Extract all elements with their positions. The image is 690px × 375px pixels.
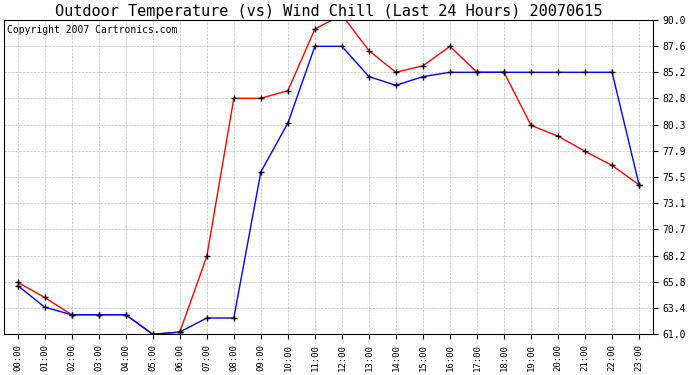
Text: Copyright 2007 Cartronics.com: Copyright 2007 Cartronics.com bbox=[8, 25, 178, 35]
Title: Outdoor Temperature (vs) Wind Chill (Last 24 Hours) 20070615: Outdoor Temperature (vs) Wind Chill (Las… bbox=[55, 4, 602, 19]
